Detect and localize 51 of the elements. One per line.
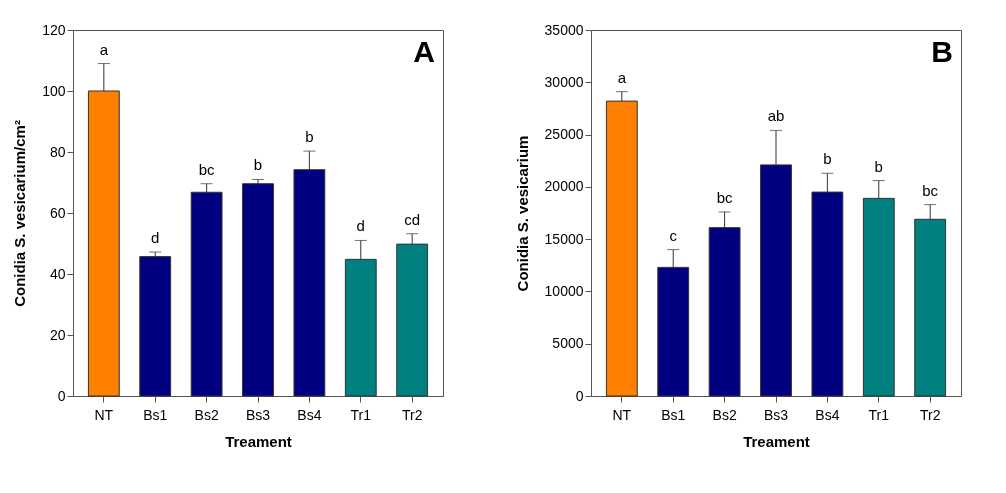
y-tick-label: 80 [49, 143, 66, 160]
annotation: b [253, 156, 263, 174]
x-tick-label: NT [612, 406, 632, 423]
x-tick-label: Bs3 [763, 406, 789, 423]
annotation: d [151, 229, 160, 247]
y-tick-label: 120 [42, 21, 66, 38]
y-tick-label: 40 [49, 265, 66, 282]
y-tick-label: 5000 [552, 335, 584, 352]
y-tick-label: 25000 [544, 126, 584, 143]
y-tick-label: 60 [49, 204, 66, 221]
y-tick-label: 100 [42, 82, 66, 99]
annotation: a [99, 40, 109, 58]
x-tick-label: Bs2 [194, 406, 219, 423]
x-axis-title: Treament [225, 432, 292, 450]
y-tick-label: 10000 [544, 282, 584, 299]
x-tick-label: Bs2 [712, 406, 737, 423]
x-tick-label: Bs1 [143, 406, 168, 423]
x-tick-label: NT [94, 406, 114, 423]
y-tick-label: 30000 [544, 73, 584, 90]
annotation: b [823, 150, 832, 168]
annotation: A [413, 35, 435, 68]
bar [242, 183, 274, 397]
bar [139, 256, 172, 397]
y-axis-title: Conidia S. vesicarium [513, 135, 531, 292]
annotation: c [669, 226, 678, 244]
y-tick-label: 35000 [544, 21, 584, 38]
x-tick-label: Bs3 [245, 406, 271, 423]
annotation: bc [716, 188, 734, 206]
x-axis-title: Treament [743, 432, 810, 450]
annotation: ab [767, 107, 785, 125]
annotation: b [874, 157, 883, 175]
y-tick-label: 0 [57, 387, 66, 404]
annotation: bc [922, 181, 939, 199]
x-tick-label: Bs1 [661, 406, 686, 423]
annotation: b [305, 128, 314, 146]
y-tick-label: 15000 [544, 230, 584, 247]
x-tick-label: Tr2 [919, 406, 941, 423]
x-tick-label: Tr1 [350, 406, 372, 423]
y-tick-label: 0 [575, 387, 584, 404]
annotation: bc [198, 160, 216, 178]
x-tick-label: Bs4 [297, 406, 322, 423]
y-axis-title: Conidia S. vesicarium/cm² [11, 120, 29, 307]
x-tick-label: Tr1 [868, 406, 890, 423]
y-tick-label: 20 [49, 326, 66, 343]
annotation: B [931, 35, 953, 68]
x-tick-label: Tr2 [401, 406, 423, 423]
annotation: d [356, 217, 365, 235]
y-tick-label: 20000 [544, 178, 584, 195]
x-tick-label: Bs4 [815, 406, 840, 423]
annotation: a [617, 68, 627, 86]
annotation: cd [404, 210, 421, 228]
